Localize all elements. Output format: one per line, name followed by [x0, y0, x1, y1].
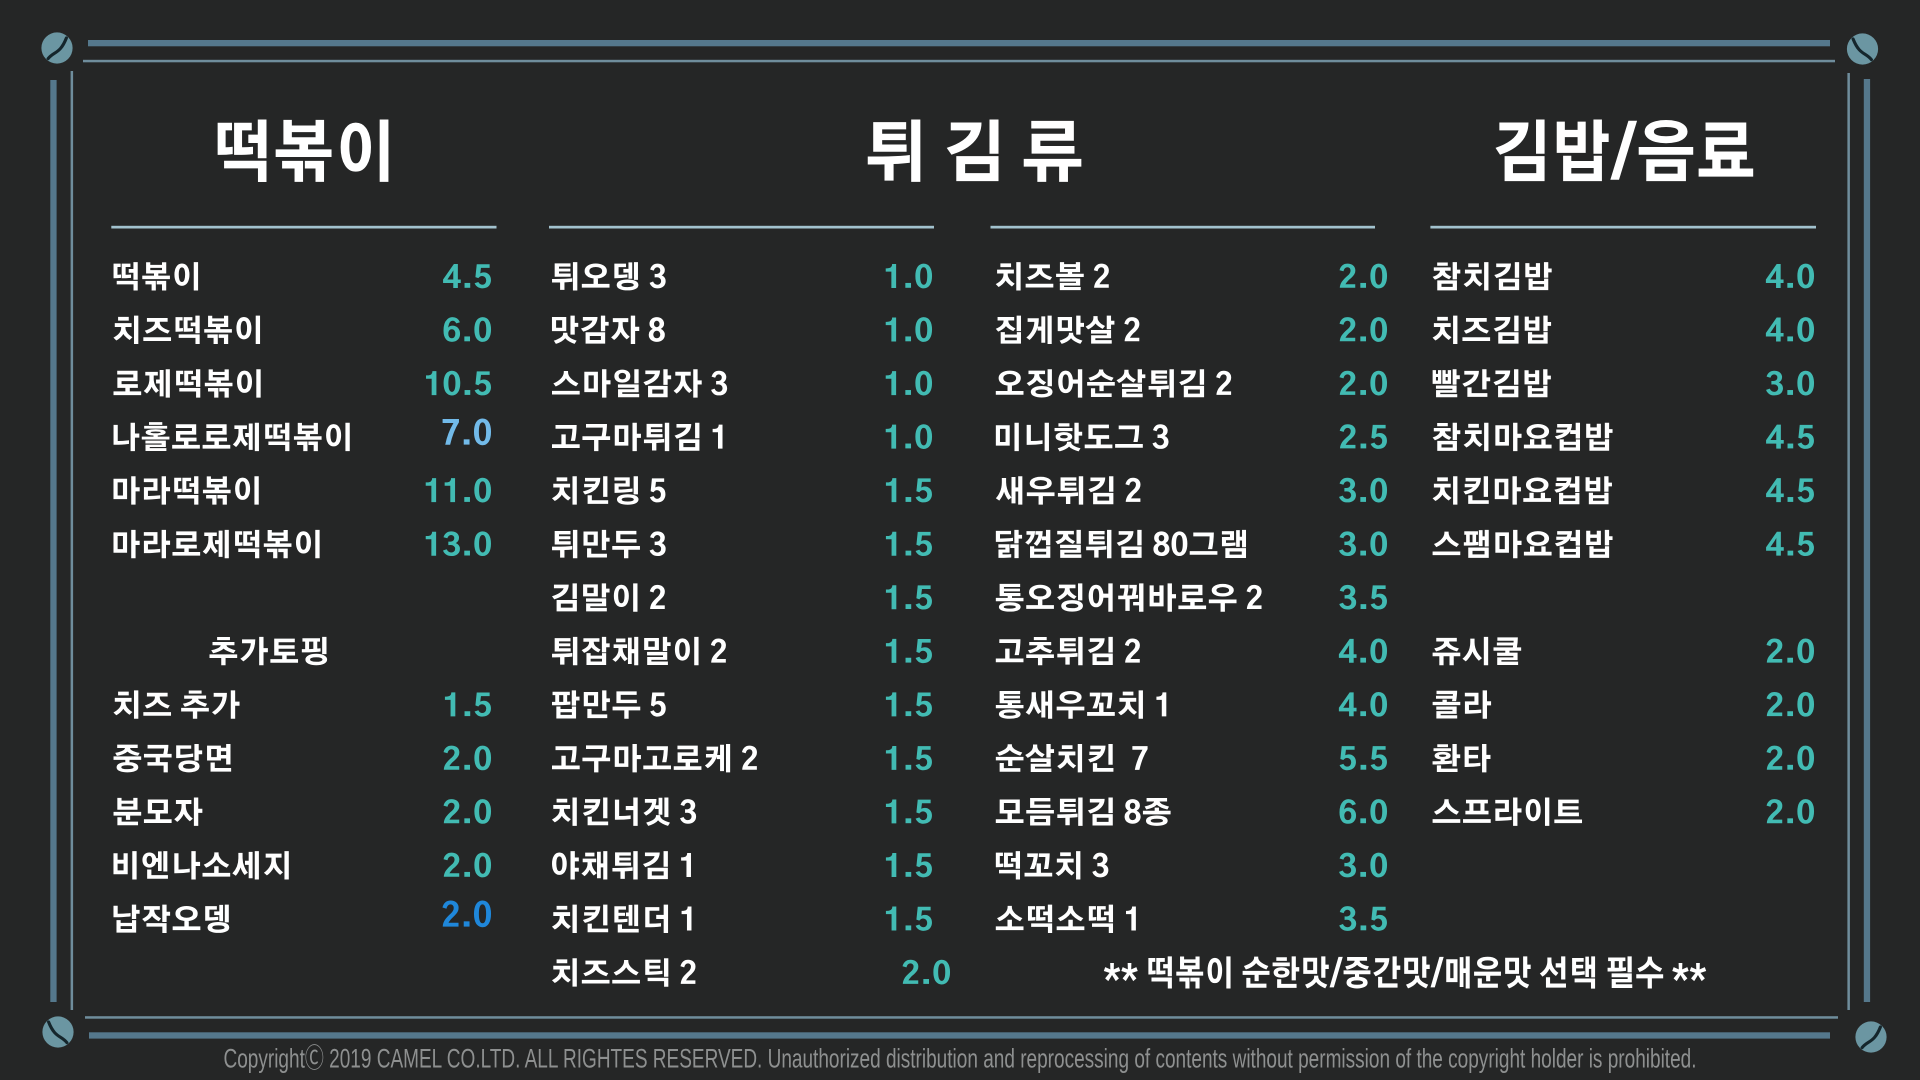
svg-text:CopyrightⒸ 2019 CAMEL CO.LTD.: CopyrightⒸ 2019 CAMEL CO.LTD. ALL RIGHTE…: [224, 1044, 1697, 1074]
